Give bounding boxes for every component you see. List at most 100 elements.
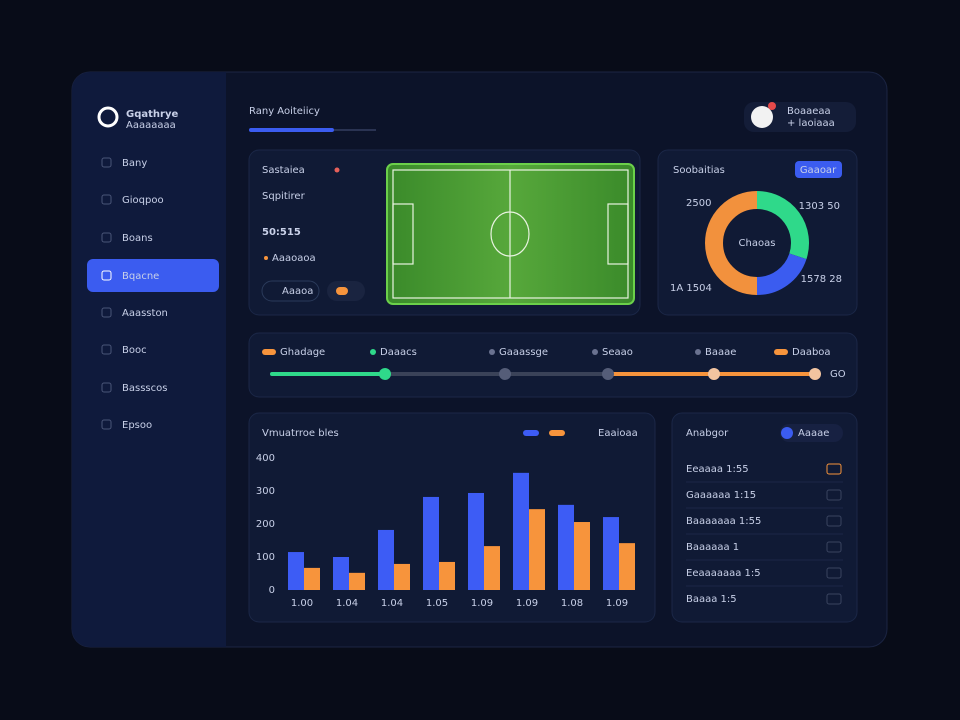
donut-button-text[interactable]: Gaaoar <box>800 165 837 176</box>
nav-item[interactable]: Aaasston <box>122 308 168 319</box>
list-row[interactable]: Baaaaaaa 1:55 <box>686 516 761 527</box>
stage-label: Daaacs <box>380 347 417 358</box>
row-icon <box>826 593 842 605</box>
y-tick-label: 100 <box>256 552 275 563</box>
logo-text: Gqathrye <box>126 109 178 120</box>
list-row[interactable]: Eeaaaaaaa 1:5 <box>686 568 761 579</box>
nav-item[interactable]: Booc <box>122 345 147 356</box>
row-icon <box>826 489 842 501</box>
nav-icon <box>101 232 112 243</box>
stage-marker <box>695 349 701 355</box>
bar <box>484 546 500 590</box>
notification-dot <box>768 102 776 110</box>
stage-marker <box>592 349 598 355</box>
list-title: Anabgor <box>686 428 729 439</box>
header-underline-track <box>334 129 376 131</box>
user-name[interactable]: Boaaeaa <box>787 106 831 117</box>
bar <box>333 557 349 590</box>
x-tick-label: 1.00 <box>291 598 313 609</box>
bar <box>574 522 590 590</box>
donut-segment <box>756 253 807 295</box>
status-pill[interactable] <box>261 280 320 302</box>
bar <box>468 492 484 590</box>
stage-dot <box>379 368 391 380</box>
avatar[interactable] <box>751 106 773 128</box>
page-title: Rany Aoiteiicy <box>249 106 320 117</box>
score-title: Sqpitirer <box>262 191 306 202</box>
y-tick-label: 400 <box>256 453 275 464</box>
x-tick-label: 1.09 <box>516 598 538 609</box>
bar <box>378 529 394 590</box>
donut-label: 1A 1504 <box>670 283 712 294</box>
list-row[interactable]: Gaaaaaa 1:15 <box>686 490 756 501</box>
list-row[interactable]: Eeaaaa 1:55 <box>686 464 749 475</box>
list-toggle[interactable] <box>780 424 843 442</box>
nav-item[interactable]: Boans <box>122 233 153 244</box>
stage-dot <box>708 368 720 380</box>
score-sub: Aaaoaoa <box>272 253 316 264</box>
nav-item[interactable]: Gioqpoo <box>122 195 164 206</box>
row-icon <box>826 515 842 527</box>
timeline-end: GO <box>830 369 846 380</box>
pitch-lines <box>392 169 629 299</box>
score: 50:515 <box>262 227 301 238</box>
x-tick-label: 1.04 <box>381 598 403 609</box>
nav-item[interactable]: Bany <box>122 158 147 169</box>
stage-label: Gaaassge <box>499 347 548 358</box>
bar <box>349 572 365 590</box>
score-label: Sastaiea <box>262 165 305 176</box>
stage-marker <box>489 349 495 355</box>
nav-item[interactable]: Bqacne <box>122 271 159 282</box>
list-row[interactable]: Baaaa 1:5 <box>686 594 737 605</box>
bar <box>394 563 410 590</box>
nav-icon <box>101 307 112 318</box>
donut-button[interactable] <box>795 161 842 178</box>
live-dot <box>334 167 340 173</box>
bar <box>513 472 529 590</box>
bar <box>619 543 635 590</box>
x-tick-label: 1.05 <box>426 598 448 609</box>
donut-segment <box>756 191 809 260</box>
logo-sub: Aaaaaaaa <box>126 120 176 131</box>
timeline-card <box>248 332 858 398</box>
nav-icon <box>101 382 112 393</box>
score-dot <box>264 256 268 260</box>
nav-item[interactable]: Bassscos <box>122 383 167 394</box>
x-tick-label: 1.08 <box>561 598 583 609</box>
donut-card <box>657 149 858 316</box>
x-tick-label: 1.09 <box>606 598 628 609</box>
bar <box>558 504 574 590</box>
nav-active[interactable] <box>87 259 219 292</box>
legend-swatch <box>549 430 565 436</box>
y-tick-label: 200 <box>256 519 275 530</box>
row-icon <box>826 567 842 579</box>
stage-label: Ghadage <box>280 347 325 358</box>
sidebar <box>72 72 226 647</box>
bar-card <box>248 412 656 623</box>
stage-label: Baaae <box>705 347 736 358</box>
nav-icon <box>101 157 112 168</box>
y-tick-label: 300 <box>256 486 275 497</box>
donut-label: 1578 28 <box>801 274 842 285</box>
row-icon <box>826 463 842 475</box>
stage-dot <box>499 368 511 380</box>
donut-label: 1303 50 <box>799 201 840 212</box>
bar <box>439 561 455 590</box>
pill-text[interactable]: Aaaoa <box>282 286 313 297</box>
bar-title: Vmuatrroe bles <box>262 428 339 439</box>
y-tick-label: 0 <box>269 585 275 596</box>
row-icon <box>826 541 842 553</box>
list-card <box>671 412 858 623</box>
nav-item[interactable]: Epsoo <box>122 420 152 431</box>
nav-icon <box>101 344 112 355</box>
nav-icon <box>101 270 112 281</box>
stage-dot <box>809 368 821 380</box>
stage-marker <box>370 349 376 355</box>
bar <box>288 552 304 590</box>
list-toggle-text[interactable]: Aaaae <box>798 428 829 439</box>
list-row[interactable]: Baaaaaa 1 <box>686 542 739 553</box>
bar <box>529 509 545 590</box>
x-tick-label: 1.09 <box>471 598 493 609</box>
nav-icon <box>101 194 112 205</box>
